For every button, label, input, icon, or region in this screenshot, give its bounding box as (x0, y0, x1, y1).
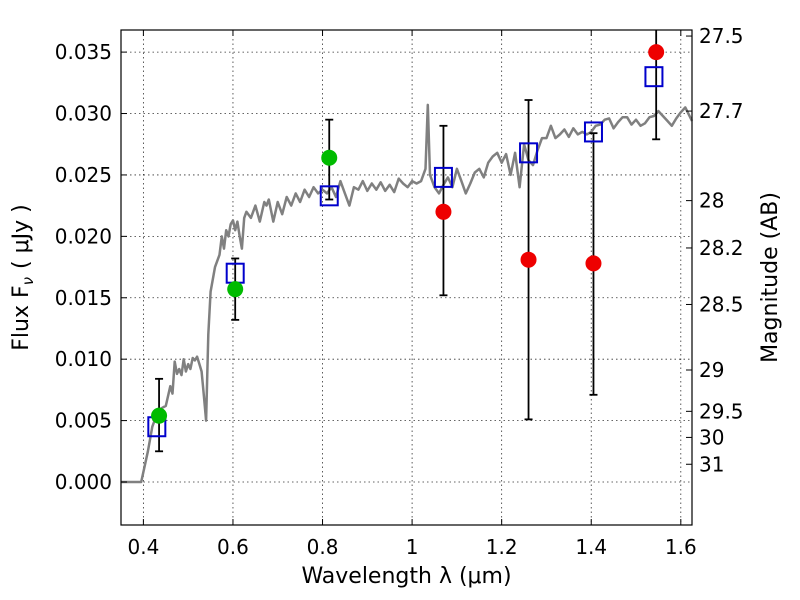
x-axis-label: Wavelength λ (μm) (301, 564, 511, 589)
y-tick-label: 0.035 (55, 40, 112, 64)
right-tick-label: 27.5 (699, 24, 744, 48)
y-tick-label: 0.020 (55, 224, 112, 248)
right-tick-label: 28.5 (699, 292, 744, 316)
y-axis-label: Flux Fν ( μJy ) (9, 204, 37, 350)
limit-point (585, 255, 602, 272)
model-square (519, 142, 539, 164)
right-axis-label: Magnitude (AB) (758, 192, 783, 363)
y-tick-label: 0.015 (55, 286, 112, 310)
grid (121, 30, 692, 525)
photometry-points-layer (151, 44, 665, 424)
model-points-layer (147, 66, 664, 438)
model-square (583, 121, 603, 143)
right-tick-label: 29.5 (699, 399, 744, 423)
sed-curve (121, 103, 694, 484)
right-tick-label: 29 (699, 358, 724, 382)
x-tick-label: 1.2 (486, 535, 518, 559)
detection-point (151, 407, 168, 424)
plot-frame (120, 29, 693, 526)
y-tick-label: 0.010 (55, 347, 112, 371)
y-axis-label-unit: ( μJy ) (9, 204, 34, 269)
x-tick-label: 0.6 (217, 535, 249, 559)
y-tick-label: 0.000 (55, 470, 112, 494)
detection-point (227, 281, 244, 298)
right-tick-label: 28.2 (699, 236, 744, 260)
limit-point (520, 251, 537, 268)
svg-text:Flux Fν( μJy ): Flux Fν ( μJy ) (9, 204, 37, 350)
x-tick-label: 0.8 (307, 535, 339, 559)
error-bar-layer (155, 30, 661, 453)
y-axis-label-subscript: ν (19, 277, 37, 285)
x-tick-label: 0.4 (127, 535, 159, 559)
right-tick-label: 31 (699, 452, 724, 476)
x-tick-label: 1 (406, 535, 419, 559)
y-tick-label: 0.005 (55, 409, 112, 433)
model-square (319, 185, 339, 207)
limit-point (435, 203, 452, 220)
right-tick-label: 28 (699, 189, 724, 213)
x-tick-label: 1.4 (575, 535, 607, 559)
right-tick-label: 27.7 (699, 99, 744, 123)
model-square (644, 66, 664, 88)
right-tick-label: 30 (699, 425, 724, 449)
y-axis-label-text: Flux F (9, 285, 34, 350)
x-tick-label: 1.6 (665, 535, 697, 559)
model-square (433, 166, 453, 188)
axis-ticks: 0.4 0.6 0.8 1 1.2 1.4 1.6 0.000 0.005 0.010 0.015 0… (55, 24, 744, 559)
y-tick-label: 0.030 (55, 102, 112, 126)
y-tick-label: 0.025 (55, 163, 112, 187)
sed-curve-layer (121, 103, 694, 484)
detection-point (321, 149, 338, 166)
limit-point (648, 44, 665, 61)
